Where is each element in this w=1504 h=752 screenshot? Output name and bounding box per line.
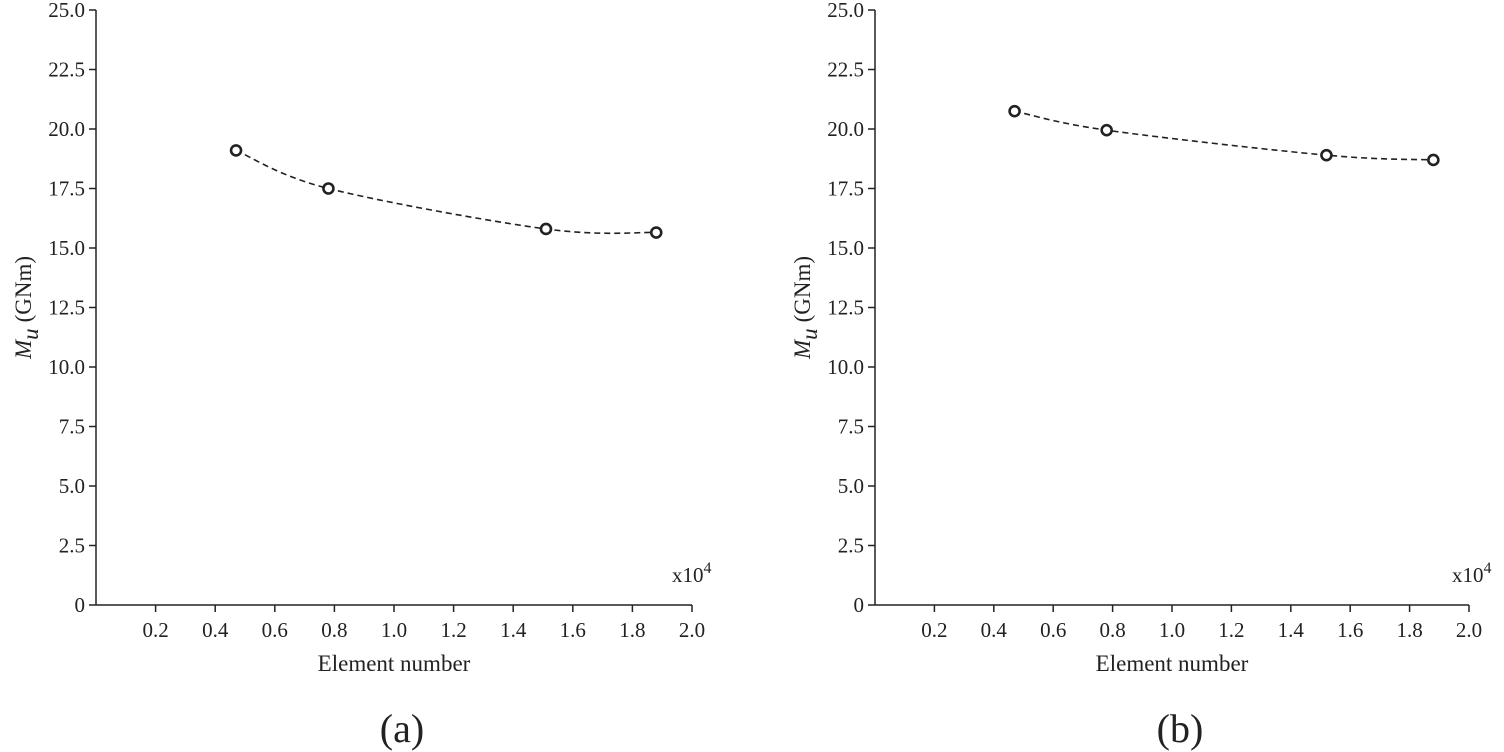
x-tick-label: 0.6: [1040, 618, 1066, 642]
x-tick-label: 1.2: [440, 618, 466, 642]
y-tick-label: 12.5: [827, 296, 864, 320]
y-axis-label: Mu (GNm): [790, 256, 822, 360]
y-tick-label: 25.0: [827, 0, 864, 22]
x-axis-multiplier-exponent: 4: [704, 560, 712, 577]
y-tick-label: 7.5: [838, 415, 864, 439]
x-tick-label: 1.0: [381, 618, 407, 642]
chart-panel-a: 0 2.5 5.0 7.5 10.0 12.5 15.0 17.5 20.0 22.5 25.0 0.…: [11, 0, 712, 751]
y-axis-label-subscript: u: [18, 328, 43, 340]
y-tick-label: 7.5: [59, 415, 85, 439]
y-tick-label: 25.0: [48, 0, 85, 22]
y-tick-label: 17.5: [48, 177, 85, 201]
series-line: [1014, 110, 1434, 161]
y-axis-label-symbol: M: [790, 338, 815, 360]
y-tick-label: 20.0: [48, 117, 85, 141]
x-tick-label: 1.4: [500, 618, 527, 642]
x-tick-label: 0.8: [1099, 618, 1125, 642]
y-tick-label: 10.0: [48, 355, 85, 379]
y-tick-label: 5.0: [59, 474, 85, 498]
data-point: [1320, 148, 1333, 162]
y-axis-label-unit: (GNm): [790, 256, 815, 322]
x-tick-label: 1.8: [1396, 618, 1422, 642]
x-axis-label: Element number: [1096, 651, 1249, 676]
x-axis-multiplier: x104: [1452, 560, 1492, 587]
y-tick-label: 2.5: [59, 534, 85, 558]
x-tick-label: 0.2: [142, 618, 168, 642]
chart-panel-b: 0 2.5 5.0 7.5 10.0 12.5 15.0 17.5 20.0 22.5 25.0 0.…: [790, 0, 1492, 751]
y-tick-label: 5.0: [838, 474, 864, 498]
x-tick-label: 1.6: [560, 618, 586, 642]
x-tick-label: 2.0: [1456, 618, 1482, 642]
x-axis-multiplier-base: x10: [672, 563, 704, 587]
y-axis-label: Mu (GNm): [11, 256, 43, 360]
data-point: [322, 182, 335, 195]
x-tick-label: 1.0: [1159, 618, 1185, 642]
y-tick-label: 0: [75, 593, 86, 617]
series-line: [235, 149, 657, 235]
y-tick-label: 20.0: [827, 117, 864, 141]
x-tick-label: 0.4: [202, 618, 229, 642]
x-tick-label: 2.0: [679, 618, 705, 642]
y-tick-label: 17.5: [827, 177, 864, 201]
panel-label: (a): [380, 706, 424, 751]
x-axis-multiplier-base: x10: [1452, 563, 1484, 587]
data-point: [649, 226, 663, 239]
x-tick-label: 0.2: [921, 618, 947, 642]
data-point: [1008, 104, 1021, 118]
y-axis-label-unit: (GNm): [11, 256, 36, 322]
y-axis-label-symbol: M: [11, 338, 36, 360]
x-tick-label: 0.6: [262, 618, 288, 642]
data-point: [1100, 123, 1113, 137]
y-tick-label: 22.5: [48, 58, 85, 82]
x-axis-multiplier-exponent: 4: [1484, 560, 1492, 577]
data-point: [1427, 153, 1440, 167]
data-point: [539, 222, 553, 236]
data-point: [229, 144, 243, 157]
y-tick-label: 12.5: [48, 296, 85, 320]
panel-label: (b): [1157, 706, 1204, 751]
x-tick-label: 1.2: [1218, 618, 1244, 642]
y-tick-label: 15.0: [827, 236, 864, 260]
x-axis-multiplier: x104: [672, 560, 712, 587]
x-tick-label: 0.4: [981, 618, 1008, 642]
y-tick-label: 22.5: [827, 58, 864, 82]
y-axis-label-subscript: u: [797, 328, 822, 340]
y-tick-label: 10.0: [827, 355, 864, 379]
y-tick-label: 15.0: [48, 236, 85, 260]
x-tick-label: 1.8: [619, 618, 645, 642]
x-tick-label: 0.8: [321, 618, 347, 642]
x-tick-label: 1.6: [1337, 618, 1363, 642]
x-axis-label: Element number: [318, 651, 471, 676]
y-tick-label: 2.5: [838, 534, 864, 558]
y-tick-label: 0: [854, 593, 865, 617]
x-tick-label: 1.4: [1278, 618, 1305, 642]
